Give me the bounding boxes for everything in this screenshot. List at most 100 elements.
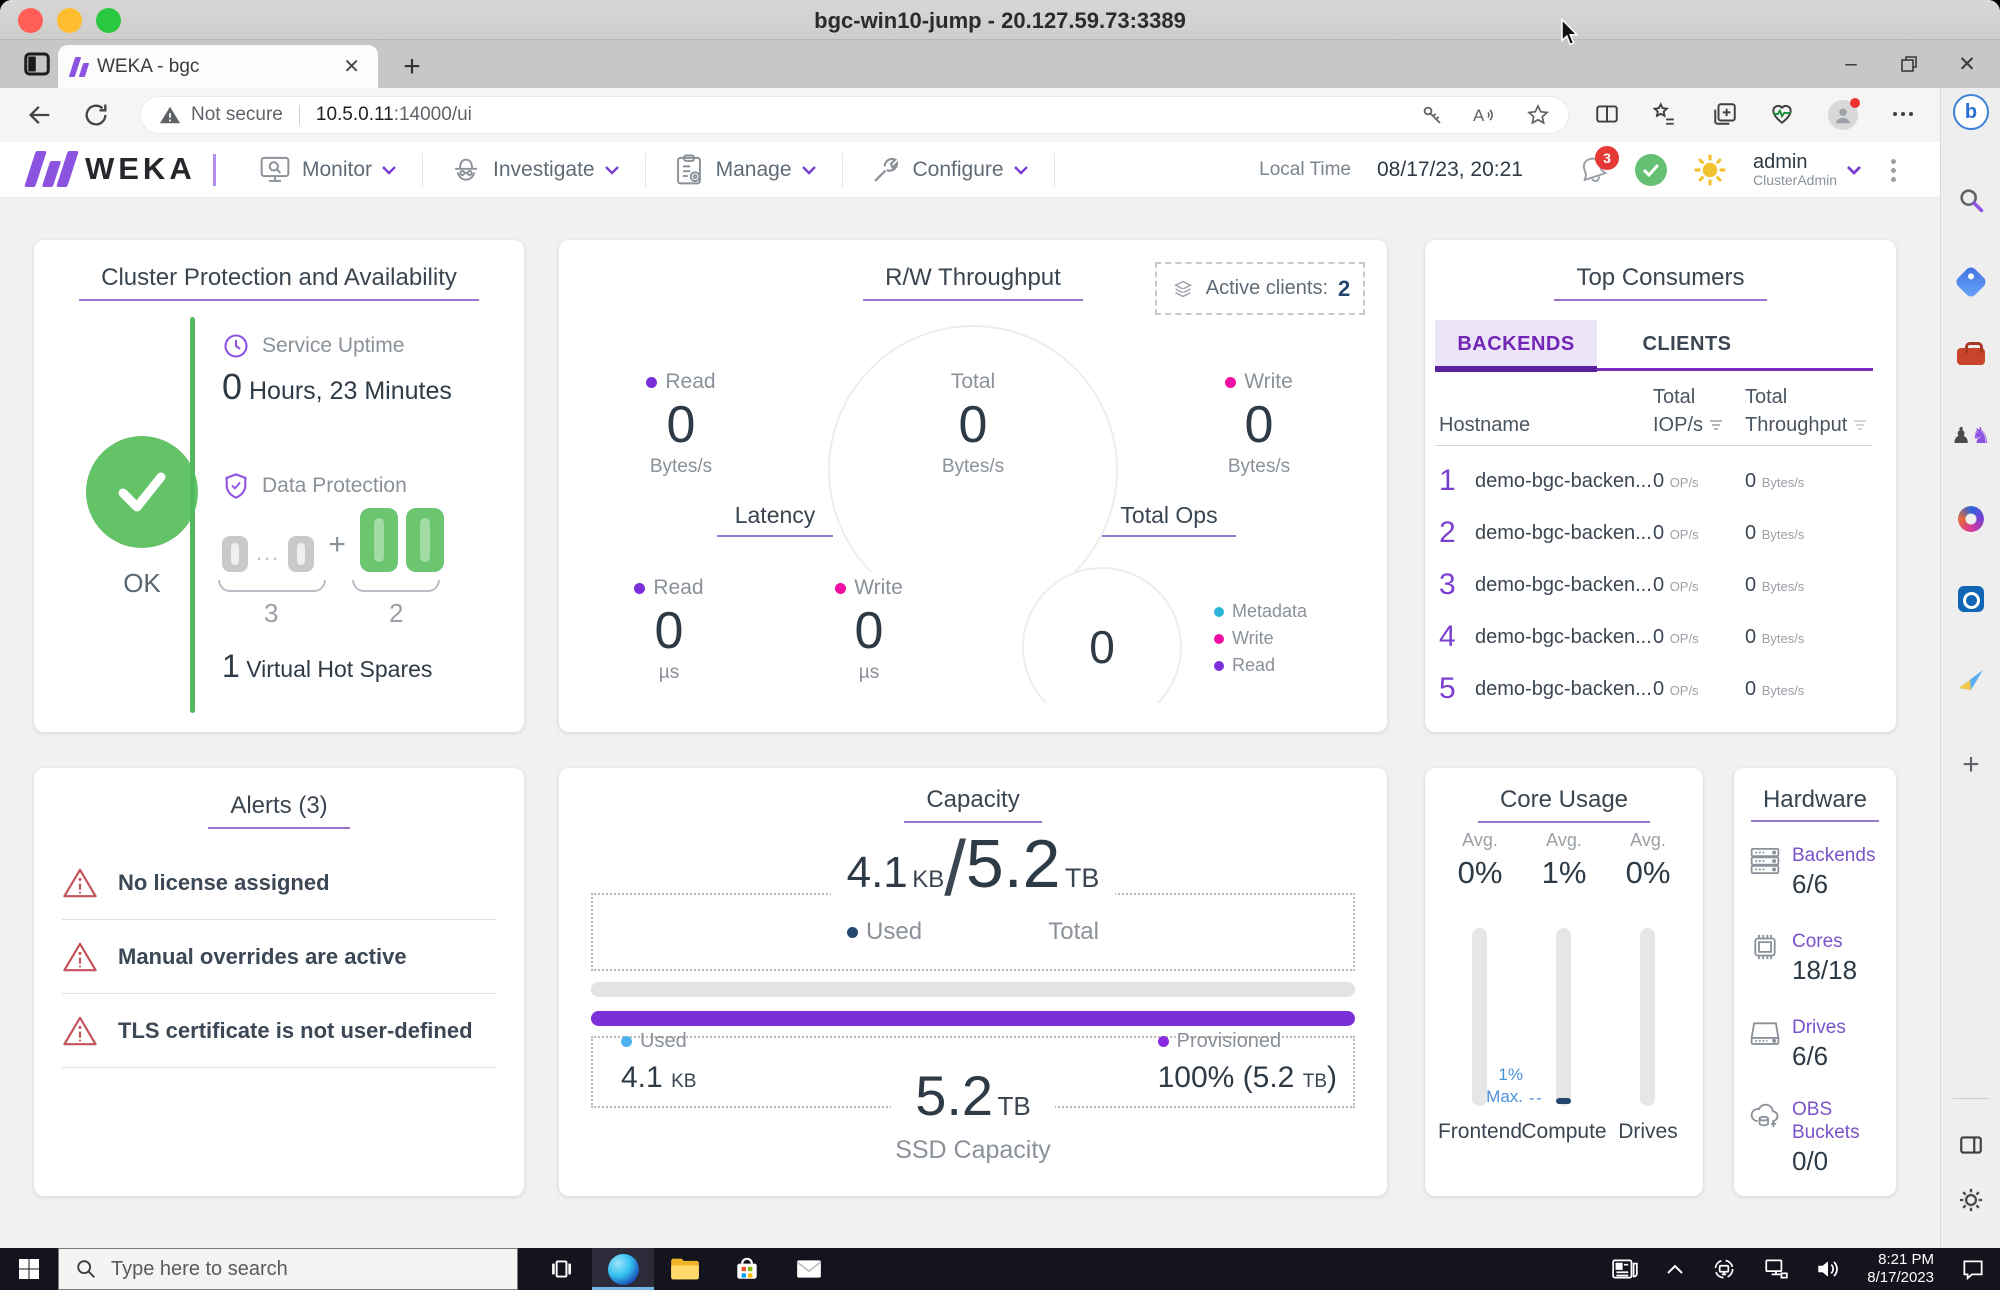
- copilot-bing-icon[interactable]: b: [1941, 94, 2000, 130]
- tray-volume-icon[interactable]: [1815, 1257, 1841, 1281]
- taskbar-store-icon[interactable]: [716, 1248, 778, 1290]
- mouse-cursor: [1561, 18, 1579, 46]
- browser-tab[interactable]: WEKA - bgc ✕: [58, 45, 378, 88]
- mac-close-button[interactable]: [18, 8, 43, 33]
- password-key-icon[interactable]: [1420, 103, 1444, 127]
- data-blocks-count: 3: [264, 598, 279, 628]
- ssd-total-stat: 5.2 TB: [559, 1063, 1387, 1128]
- cluster-status-indicator[interactable]: [1634, 154, 1667, 186]
- shopping-icon[interactable]: [1941, 265, 2000, 299]
- weka-logo-mark: [24, 151, 79, 187]
- read-dot: [646, 376, 658, 388]
- tab-backends[interactable]: BACKENDS: [1435, 320, 1597, 368]
- notifications-button[interactable]: 3: [1577, 146, 1619, 186]
- taskbar-mail-icon[interactable]: [778, 1248, 840, 1290]
- browser-essentials-icon[interactable]: [1769, 101, 1795, 127]
- tab-actions-button[interactable]: [22, 49, 52, 79]
- data-block: [288, 536, 315, 572]
- favorite-star-icon[interactable]: [1526, 103, 1550, 127]
- nav-item-configure[interactable]: Configure: [843, 142, 1054, 198]
- read-aloud-icon[interactable]: A: [1472, 103, 1498, 127]
- remote-window-titlebar[interactable]: bgc-win10-jump - 20.127.59.73:3389: [0, 0, 2000, 40]
- refresh-button[interactable]: [82, 101, 110, 129]
- bar-label: Compute: [1521, 1120, 1607, 1143]
- window-restore-button[interactable]: [1880, 55, 1938, 73]
- hardware-card: Hardware Backends 6/6 Cores 18/18 Drives 6/…: [1734, 768, 1896, 1196]
- weka-logo[interactable]: WEKA: [24, 151, 196, 187]
- mac-zoom-button[interactable]: [96, 8, 121, 33]
- table-row[interactable]: 5 demo-bgc-backen... 0 OP/s 0 Bytes/s: [1439, 672, 1805, 705]
- tray-expand-icon[interactable]: [1665, 1262, 1685, 1276]
- check-icon: [118, 472, 166, 512]
- action-center-icon[interactable]: [1960, 1257, 1986, 1281]
- table-row[interactable]: 3 demo-bgc-backen... 0 OP/s 0 Bytes/s: [1439, 568, 1805, 601]
- card-title: Cluster Protection and Availability: [79, 264, 479, 301]
- not-secure-label[interactable]: Not secure: [191, 104, 283, 125]
- outlook-icon[interactable]: [1941, 586, 2000, 612]
- tray-display-sync-icon[interactable]: [1711, 1257, 1737, 1281]
- taskbar-file-explorer-icon[interactable]: [654, 1248, 716, 1290]
- task-view-button[interactable]: [530, 1248, 592, 1290]
- local-time-value: 08/17/23, 20:21: [1377, 158, 1523, 181]
- plus-sign: +: [328, 528, 346, 561]
- table-row[interactable]: 1 demo-bgc-backen... 0 OP/s 0 Bytes/s: [1439, 464, 1805, 497]
- compute-usage: Avg. 1%: [1541, 830, 1587, 890]
- browser-menu-icon[interactable]: [1893, 112, 1913, 116]
- collections-icon[interactable]: [1712, 101, 1738, 127]
- tray-network-icon[interactable]: [1763, 1257, 1789, 1281]
- latency-write-stat: Write 0 µs: [789, 576, 949, 684]
- sort-icon[interactable]: [1853, 419, 1867, 431]
- tools-icon[interactable]: [1941, 342, 2000, 365]
- col-hostname[interactable]: Hostname: [1439, 414, 1531, 436]
- user-role: ClusterAdmin: [1752, 172, 1837, 188]
- table-row[interactable]: 4 demo-bgc-backen... 0 OP/s 0 Bytes/s: [1439, 620, 1805, 653]
- total-ops-title: Total Ops: [1102, 502, 1236, 537]
- games-icon[interactable]: ♟♞: [1951, 423, 1991, 448]
- throughput-write-stat: Write 0 Bytes/s: [1179, 370, 1339, 478]
- back-button[interactable]: [26, 101, 54, 129]
- new-tab-button[interactable]: +: [403, 50, 421, 83]
- warning-triangle-icon: [63, 868, 97, 897]
- tab-close-icon[interactable]: ✕: [343, 56, 360, 78]
- start-button[interactable]: [0, 1257, 58, 1281]
- nav-divider: [644, 153, 646, 187]
- widgets-news-icon[interactable]: [1611, 1257, 1639, 1281]
- card-title: Capacity: [904, 786, 1042, 823]
- used-dot: [847, 927, 859, 939]
- not-secure-icon: [159, 106, 181, 124]
- window-close-button[interactable]: ✕: [1958, 52, 1976, 76]
- used-dot: [621, 1036, 632, 1048]
- taskbar-clock[interactable]: 8:21 PM 8/17/2023: [1867, 1251, 1934, 1287]
- total-ops-legend: Metadata Write Read: [1214, 598, 1307, 679]
- sidebar-settings-icon[interactable]: [1941, 1186, 2000, 1214]
- drop-icon[interactable]: [1941, 666, 2000, 692]
- tab-title: WEKA - bgc: [97, 55, 200, 77]
- user-menu[interactable]: admin ClusterAdmin: [1753, 152, 1861, 188]
- address-bar[interactable]: Not secure 10.5.0.11:14000/ui A: [140, 96, 1569, 134]
- metadata-dot: [1214, 607, 1224, 618]
- tab-clients[interactable]: CLIENTS: [1642, 332, 1732, 355]
- sidebar-toggle-icon[interactable]: [1941, 1132, 2000, 1158]
- microsoft365-icon[interactable]: [1941, 506, 2000, 532]
- nav-item-investigate[interactable]: Investigate: [423, 142, 645, 198]
- sort-icon[interactable]: [1709, 419, 1723, 431]
- nav-item-monitor[interactable]: Monitor: [232, 142, 422, 198]
- split-screen-icon[interactable]: [1594, 101, 1620, 127]
- taskbar-edge-icon[interactable]: [592, 1248, 654, 1290]
- sidebar-add-icon[interactable]: +: [1962, 748, 1980, 781]
- nav-item-manage[interactable]: Manage: [646, 142, 842, 198]
- cluster-protection-card: Cluster Protection and Availability OK S…: [34, 240, 524, 732]
- table-row[interactable]: 2 demo-bgc-backen... 0 OP/s 0 Bytes/s: [1439, 516, 1805, 549]
- sidebar-divider: [1953, 1098, 1989, 1099]
- tabs-underline: [1435, 368, 1873, 371]
- mac-minimize-button[interactable]: [57, 8, 82, 33]
- profile-avatar[interactable]: [1828, 98, 1860, 130]
- window-minimize-button[interactable]: –: [1845, 52, 1857, 75]
- url-host: 10.5.0.11: [315, 104, 394, 125]
- weka-brand-name: WEKA: [85, 151, 196, 186]
- taskbar-search-box[interactable]: Type here to search: [58, 1248, 518, 1290]
- theme-sun-icon[interactable]: [1693, 153, 1727, 187]
- overflow-menu-icon[interactable]: [1887, 155, 1900, 186]
- favorites-icon[interactable]: [1651, 101, 1677, 127]
- sidebar-search-icon[interactable]: [1941, 186, 2000, 214]
